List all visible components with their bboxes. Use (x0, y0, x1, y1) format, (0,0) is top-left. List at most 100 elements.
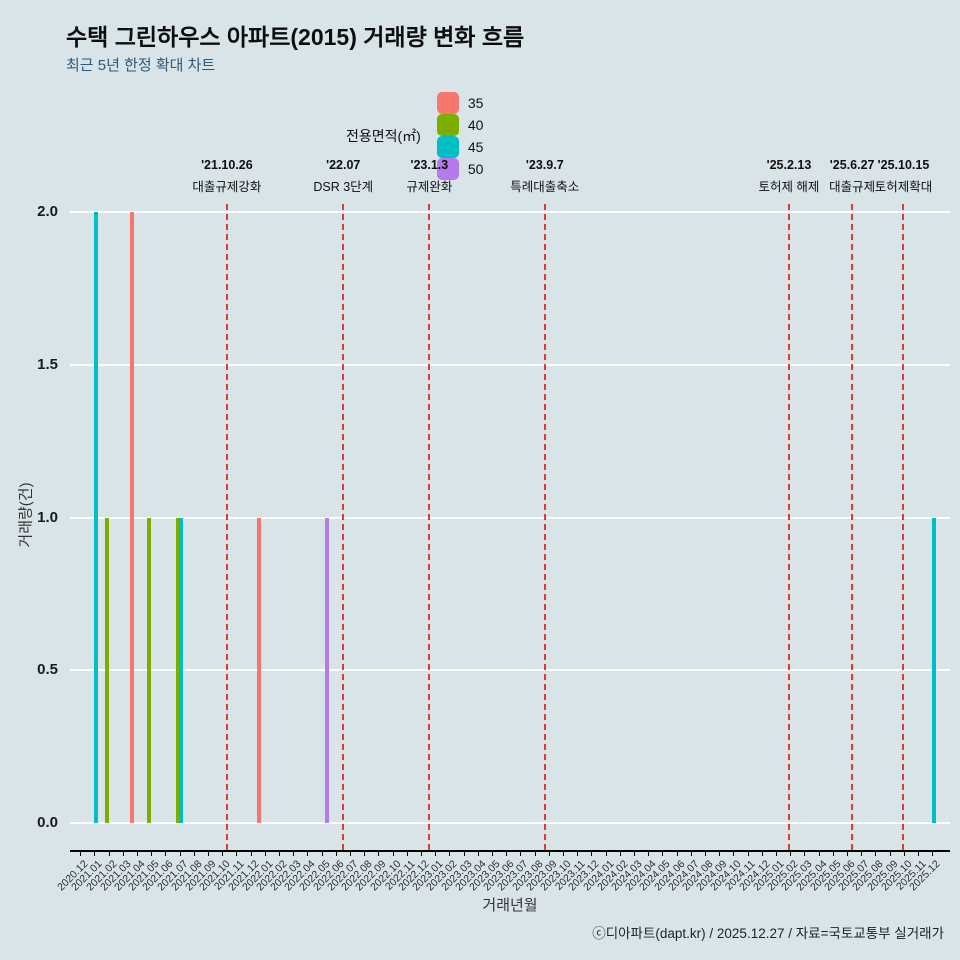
x-tick-mark (278, 851, 280, 856)
event-date: '23.1.3 (410, 158, 449, 172)
event-annotation: '22.07 DSR 3단계 (313, 158, 373, 195)
event-label: 대출규제강화 (192, 180, 262, 194)
legend-swatch-icon (436, 92, 459, 114)
x-tick-mark (648, 851, 650, 856)
x-tick-mark (903, 851, 905, 856)
bar-2022.01-area35 (257, 517, 262, 823)
event-annotation: '25.6.27 대출규제 (829, 158, 875, 195)
x-tick-mark (364, 851, 366, 856)
x-tick-mark (633, 851, 635, 856)
source-credit: ⓒ디아파트(dapt.kr) / 2025.12.27 / 자료=국토교통부 실… (592, 926, 944, 941)
x-tick-mark (236, 851, 238, 856)
x-tick-mark (449, 851, 451, 856)
event-line-2025.10 (902, 204, 905, 850)
x-tick-mark (875, 851, 877, 856)
legend-item-label: 35 (467, 95, 484, 111)
bar-2021.07-area45 (179, 517, 184, 823)
x-tick-mark (491, 851, 493, 856)
y-tick-label: 1.0 (37, 508, 58, 526)
x-tick-mark (506, 851, 508, 856)
legend-item-label: 50 (467, 161, 484, 177)
gridline-y-0.5 (70, 669, 950, 672)
x-axis-line (70, 850, 950, 852)
x-tick-mark (136, 851, 138, 856)
event-date: '25.2.13 (766, 158, 812, 172)
event-annotation: '21.10.26 대출규제강화 (192, 158, 261, 195)
x-tick-mark (392, 851, 394, 856)
event-line-2023.09 (543, 204, 546, 850)
gridline-y-1.5 (70, 363, 950, 366)
event-label: 토허제확대 (874, 180, 933, 194)
x-tick-mark (406, 851, 408, 856)
event-annotation: '25.2.13 토허제 해제 (758, 158, 819, 195)
x-tick-mark (790, 851, 792, 856)
x-tick-mark (932, 851, 934, 856)
x-tick-mark (676, 851, 678, 856)
bar-2025.12-area45 (931, 517, 936, 823)
x-tick-mark (193, 851, 195, 856)
x-tick-mark (179, 851, 181, 856)
x-tick-mark (846, 851, 848, 856)
event-annotation: '23.9.7 특례대출축소 (510, 158, 579, 195)
event-date: '25.10.15 (877, 158, 930, 172)
event-annotation: '23.1.3 규제완화 (406, 158, 452, 195)
x-tick-mark (349, 851, 351, 856)
x-tick-mark (605, 851, 607, 856)
event-label: 규제완화 (406, 180, 453, 194)
gridline-y-0.0 (70, 822, 950, 824)
x-tick-mark (420, 851, 422, 856)
event-line-2021.10 (225, 204, 228, 850)
x-tick-mark (378, 851, 380, 856)
legend-item-label: 45 (467, 139, 484, 155)
x-tick-mark (80, 851, 82, 856)
legend-swatch-icon (436, 114, 459, 136)
x-tick-mark (690, 851, 692, 856)
x-tick-mark (335, 851, 337, 856)
bar-2021.07-area40 (175, 517, 180, 823)
event-date: '21.10.26 (201, 158, 253, 172)
x-tick-mark (719, 851, 721, 856)
x-tick-mark (463, 851, 465, 856)
event-line-2025.02 (787, 204, 790, 850)
legend-items: 35 40 45 50 (427, 92, 484, 180)
page-title: 수택 그린하우스 아파트(2015) 거래량 변화 흐름 (66, 24, 525, 50)
bar-2021.05-area40 (147, 517, 152, 823)
x-tick-mark (207, 851, 209, 856)
legend-swatch-icon (436, 136, 459, 158)
x-tick-mark (577, 851, 579, 856)
x-tick-mark (619, 851, 621, 856)
legend-item-40: 40 (436, 114, 484, 136)
legend: 전용면적(㎡) 35 40 45 50 (346, 92, 483, 180)
event-line-2023.01 (428, 204, 431, 850)
x-tick-mark (761, 851, 763, 856)
x-tick-mark (151, 851, 153, 856)
y-tick-label: 2.0 (37, 203, 58, 220)
chart-subtitle: 최근 5년 한정 확대 차트 (66, 57, 216, 74)
legend-item-45: 45 (436, 136, 484, 158)
x-tick-mark (321, 851, 323, 856)
event-date: '22.07 (326, 158, 361, 172)
bar-2021.02-area40 (104, 517, 109, 823)
x-tick-mark (264, 851, 266, 856)
x-tick-mark (534, 851, 536, 856)
x-tick-mark (591, 851, 593, 856)
x-tick-mark (108, 851, 110, 856)
x-tick-mark (775, 851, 777, 856)
x-tick-mark (520, 851, 522, 856)
x-axis-title: 거래년월 (482, 897, 538, 914)
event-label: DSR 3단계 (313, 180, 374, 194)
x-tick-mark (548, 851, 550, 856)
legend-swatch-icon (436, 158, 459, 180)
gridline-y-1.0 (70, 516, 950, 519)
x-tick-mark (435, 851, 437, 856)
x-tick-mark (889, 851, 891, 856)
legend-title: 전용면적(㎡) (346, 128, 421, 144)
x-tick-mark (662, 851, 664, 856)
x-tick-mark (477, 851, 479, 856)
legend-item-label: 40 (467, 117, 484, 133)
x-tick-mark (733, 851, 735, 856)
x-tick-mark (704, 851, 706, 856)
x-tick-mark (307, 851, 309, 856)
x-tick-mark (562, 851, 564, 856)
